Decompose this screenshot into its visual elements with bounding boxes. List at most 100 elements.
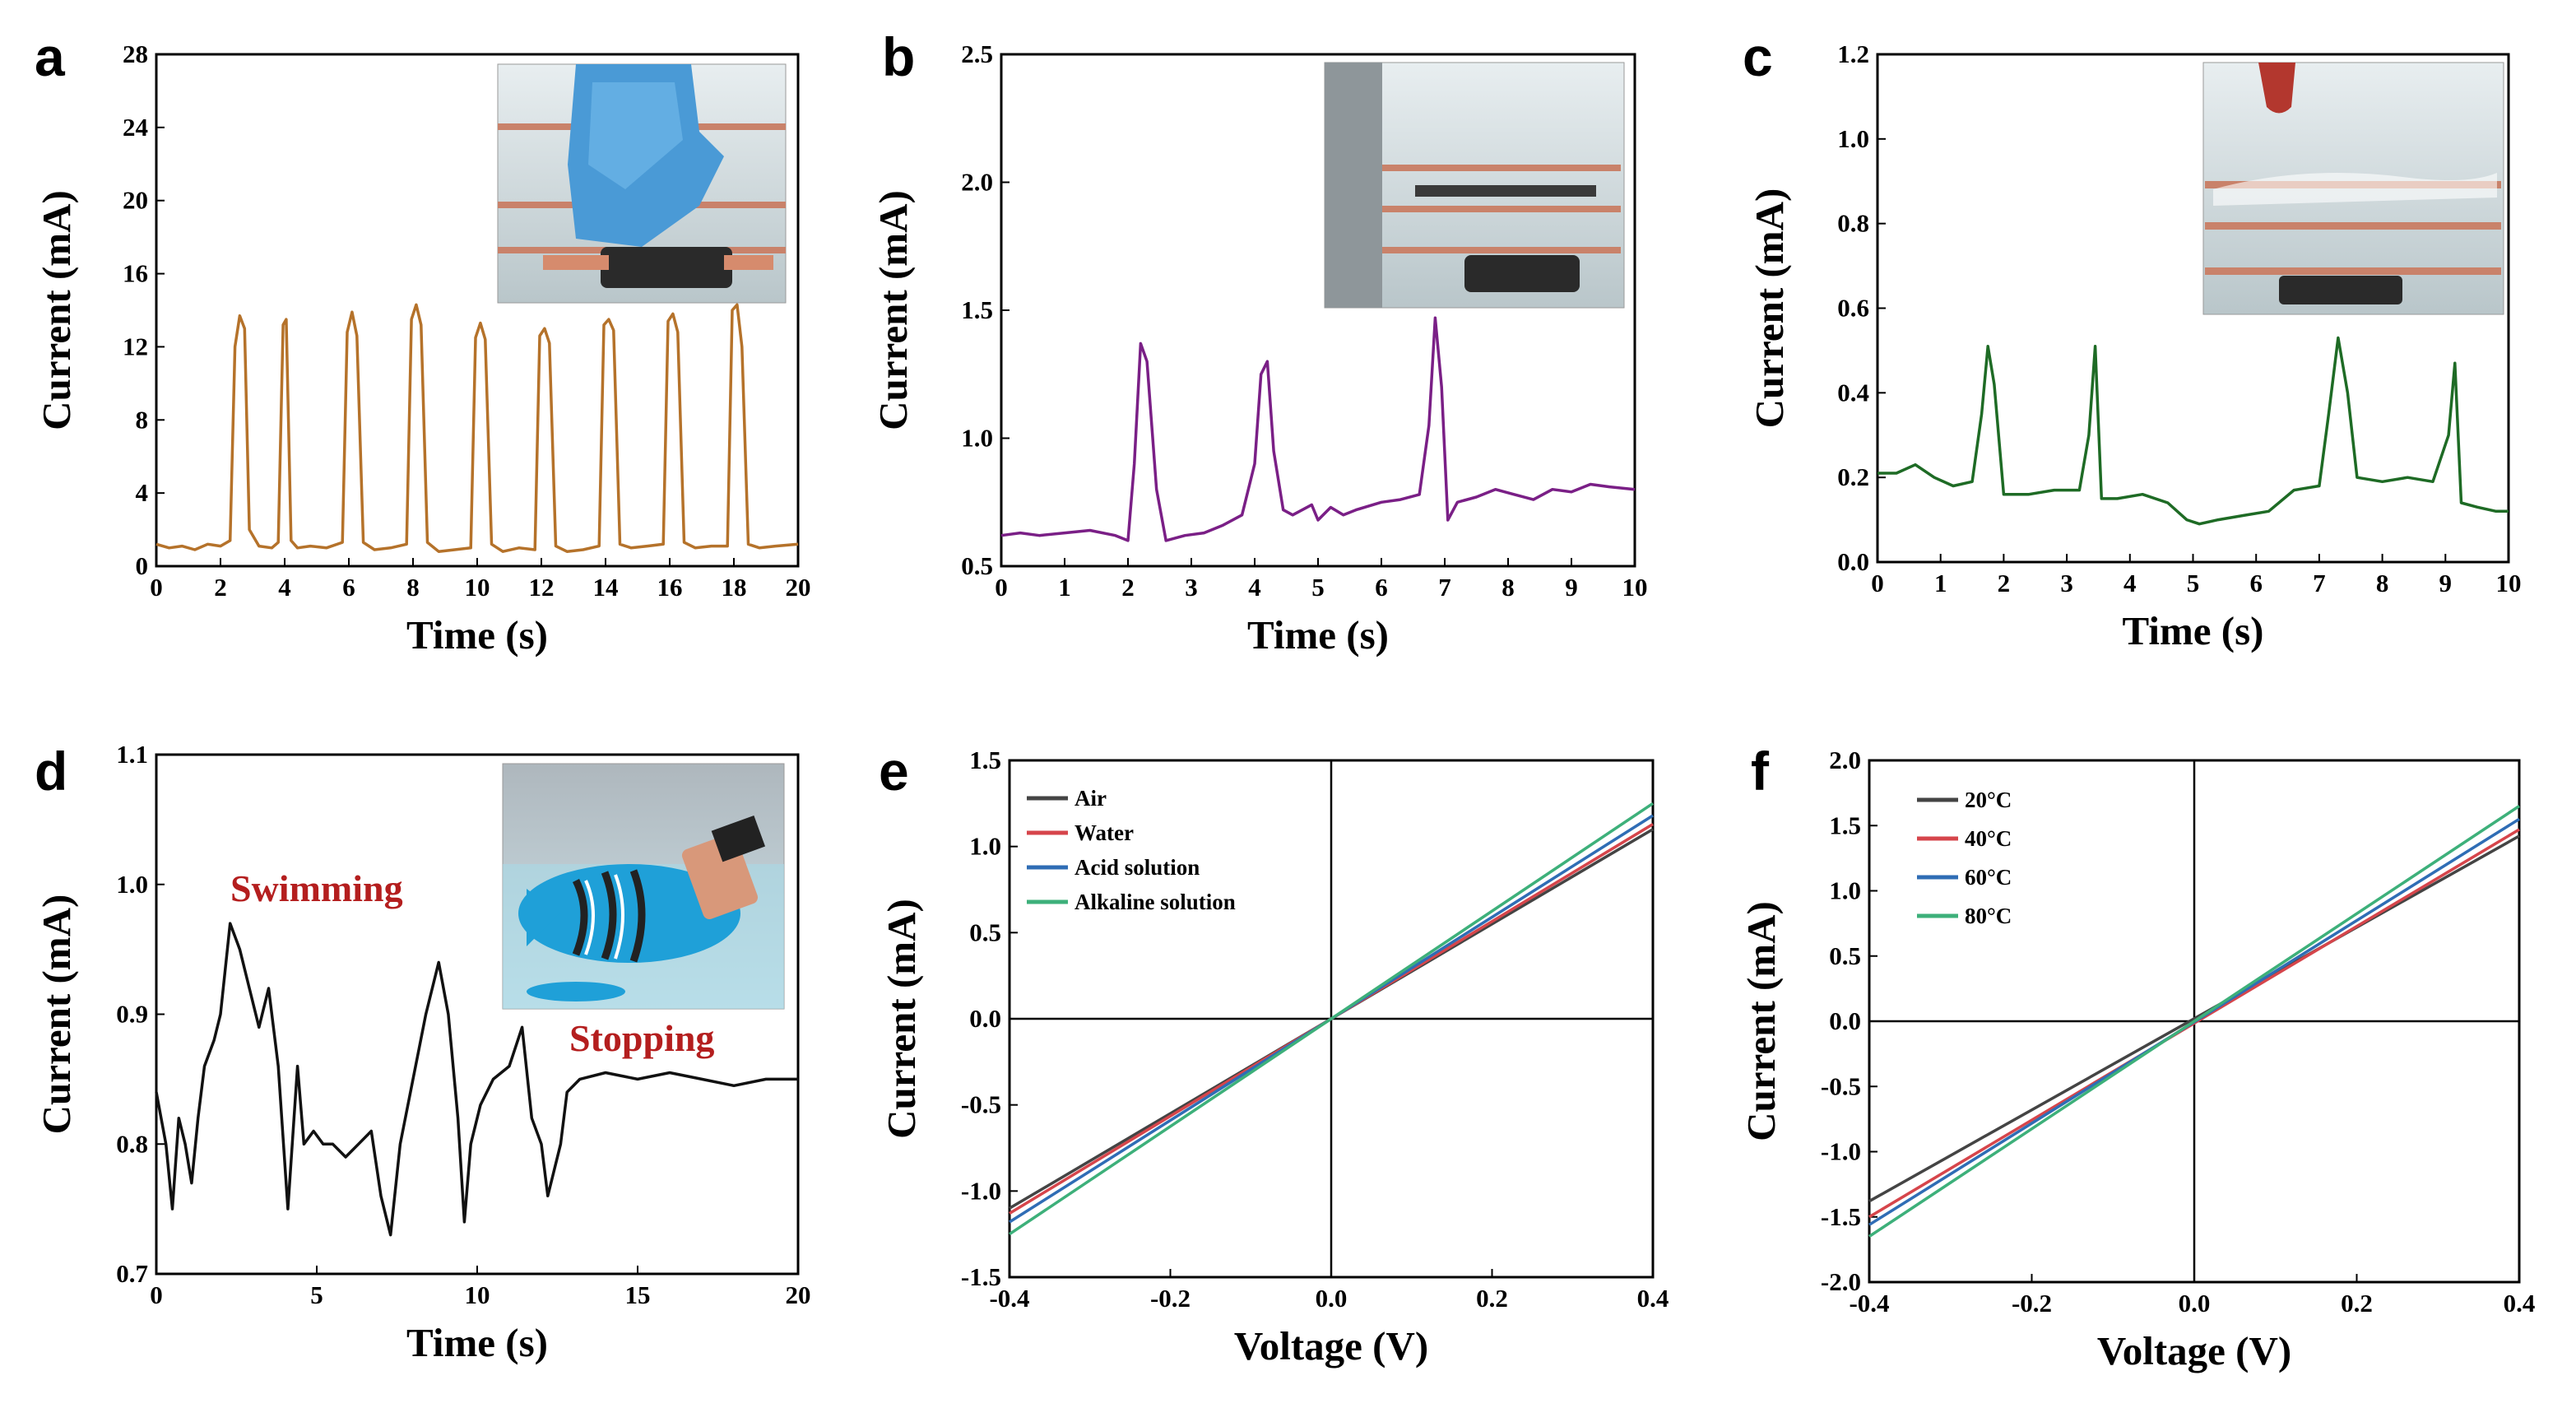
y-tick-label-b: 2.5 [961, 40, 993, 68]
x-tick-label-a: 18 [722, 573, 747, 602]
y-tick-label-d: 0.9 [116, 1000, 148, 1029]
x-tick-label-a: 4 [278, 573, 291, 602]
y-tick-label-a: 12 [123, 332, 148, 360]
x-tick-label-d: 15 [625, 1280, 651, 1309]
y-tick-label-a: 4 [136, 478, 149, 507]
x-tick-label-c: 0 [1871, 569, 1884, 597]
legend-label-f: 80°C [1965, 904, 2012, 928]
y-tick-label-c: 0.8 [1837, 209, 1869, 238]
series-line-b-0 [1000, 316, 1636, 542]
legend-label-e: Water [1074, 820, 1134, 845]
y-tick-label-b: 0.5 [961, 551, 993, 580]
x-tick-label-a: 14 [593, 573, 619, 602]
x-tick-label-a: 16 [657, 573, 683, 602]
y-tick-label-e: 1.5 [969, 746, 1001, 774]
x-tick-label-b: 1 [1058, 573, 1071, 602]
x-tick-label-e: -0.4 [989, 1284, 1029, 1313]
chart-c: 0 1 2 3 4 5 6 7 8 9 10 0.0 0.2 0.4 0.6 0.8 1.0 1.2 Time (s… [1747, 40, 2522, 653]
legend-label-e: Alkaline solution [1074, 890, 1236, 914]
y-tick-label-a: 24 [123, 113, 148, 142]
inset-photo-b [1324, 62, 1625, 309]
panel-letter-b: b [882, 26, 915, 87]
y-tick-label-d: 0.7 [116, 1259, 148, 1288]
y-tick-label-e: -1.0 [961, 1176, 1001, 1205]
y-tick-label-f: 0.5 [1829, 941, 1861, 970]
legend-label-e: Air [1074, 786, 1107, 811]
y-tick-label-b: 2.0 [961, 168, 993, 197]
y-axis-title-c: Current (mA) [1747, 188, 1792, 429]
x-tick-label-a: 12 [529, 573, 555, 602]
x-tick-label-c: 6 [2249, 569, 2263, 597]
annotation-swimming: Swimming [230, 867, 403, 909]
chart-b: 0 1 2 3 4 5 6 7 8 9 10 0.5 1.0 1.5 2.0 2.5 Time (s) Curre… [870, 40, 1648, 658]
y-tick-label-e: 0.5 [969, 918, 1001, 946]
x-tick-label-b: 7 [1438, 573, 1451, 602]
chart-d: 0 5 10 15 20 0.7 0.8 0.9 1.0 1.1 Time (s) Current (… [34, 740, 811, 1365]
legend-label-f: 60°C [1965, 865, 2012, 890]
x-tick-label-a: 2 [214, 573, 227, 602]
x-tick-label-c: 1 [1934, 569, 1947, 597]
y-tick-label-a: 16 [123, 259, 148, 288]
x-axis-title-b: Time (s) [1247, 612, 1389, 658]
y-tick-label-c: 1.2 [1837, 40, 1869, 68]
panel-letter-a: a [35, 26, 66, 87]
panel-f: f [1751, 741, 2521, 1284]
x-tick-label-e: -0.2 [1150, 1284, 1191, 1313]
panel-letter-f: f [1751, 741, 1770, 802]
x-tick-label-c: 4 [2123, 569, 2137, 597]
x-tick-label-b: 3 [1185, 573, 1198, 602]
x-tick-label-c: 10 [2496, 569, 2522, 597]
y-axis-title-f: Current (mA) [1738, 901, 1784, 1141]
x-tick-label-a: 8 [406, 573, 420, 602]
x-axis-title-d: Time (s) [406, 1320, 548, 1365]
x-tick-label-a: 20 [786, 573, 811, 602]
x-tick-label-c: 3 [2060, 569, 2073, 597]
panel-letter-e: e [879, 741, 909, 802]
y-tick-label-f: -1.5 [1821, 1202, 1861, 1231]
x-tick-label-e: 0.0 [1316, 1284, 1348, 1313]
inset-photo-d [502, 763, 785, 1010]
inset-photo-a [497, 63, 787, 304]
inset-photo-c [2202, 62, 2504, 315]
chart-e: -0.4 -0.2 0.0 0.2 0.4 -1.5 -1.0 -0.5 0.0 0.5 1.0 1.… [879, 746, 1669, 1369]
panel-letter-c: c [1743, 26, 1773, 87]
series-line-d-0 [155, 922, 798, 1237]
x-tick-label-e: 0.4 [1637, 1284, 1669, 1313]
y-tick-label-f: -0.5 [1821, 1071, 1861, 1100]
y-tick-label-e: 0.0 [969, 1004, 1001, 1033]
x-tick-label-f: 0.2 [2341, 1289, 2373, 1317]
x-tick-label-b: 8 [1502, 573, 1515, 602]
x-axis-title-a: Time (s) [406, 612, 548, 658]
x-tick-label-c: 5 [2187, 569, 2200, 597]
y-tick-label-b: 1.0 [961, 424, 993, 453]
series-line-a-0 [155, 303, 799, 553]
x-tick-label-c: 7 [2313, 569, 2326, 597]
x-tick-label-d: 5 [310, 1280, 323, 1309]
y-tick-label-f: 1.0 [1829, 876, 1861, 905]
x-tick-label-b: 4 [1248, 573, 1261, 602]
y-tick-label-e: -1.5 [961, 1262, 1001, 1291]
x-axis-title-c: Time (s) [2123, 608, 2264, 653]
x-tick-label-d: 10 [465, 1280, 490, 1309]
legend-label-f: 40°C [1965, 826, 2012, 851]
y-tick-label-a: 0 [136, 551, 149, 580]
y-tick-label-f: 2.0 [1829, 746, 1861, 774]
legend-label-e: Acid solution [1074, 855, 1200, 880]
y-tick-label-c: 0.0 [1837, 547, 1869, 576]
y-tick-label-d: 1.0 [116, 870, 148, 899]
x-tick-label-b: 10 [1622, 573, 1648, 602]
x-tick-label-b: 6 [1375, 573, 1388, 602]
x-tick-label-b: 9 [1565, 573, 1578, 602]
x-tick-label-c: 2 [1998, 569, 2011, 597]
x-tick-label-a: 6 [342, 573, 355, 602]
y-tick-label-a: 8 [136, 405, 149, 434]
y-tick-label-c: 0.6 [1837, 294, 1869, 323]
x-tick-label-f: 0.4 [2504, 1289, 2536, 1317]
series-line-f-3 [1868, 805, 2520, 1238]
x-tick-label-b: 0 [995, 573, 1008, 602]
x-tick-label-c: 9 [2439, 569, 2453, 597]
y-tick-label-f: 1.5 [1829, 811, 1861, 839]
legend-label-f: 20°C [1965, 788, 2012, 812]
